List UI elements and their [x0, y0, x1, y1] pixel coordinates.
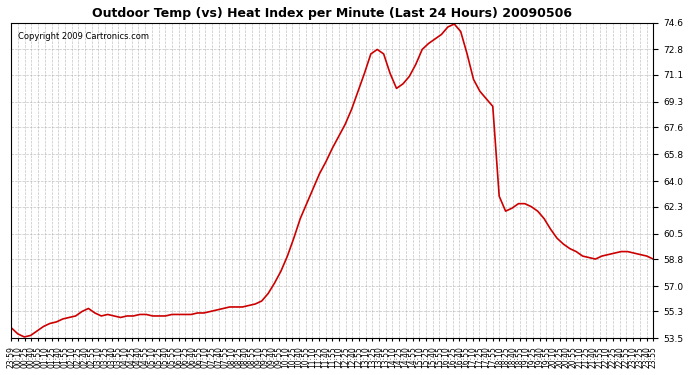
Text: Copyright 2009 Cartronics.com: Copyright 2009 Cartronics.com	[18, 32, 149, 41]
Title: Outdoor Temp (vs) Heat Index per Minute (Last 24 Hours) 20090506: Outdoor Temp (vs) Heat Index per Minute …	[92, 7, 572, 20]
